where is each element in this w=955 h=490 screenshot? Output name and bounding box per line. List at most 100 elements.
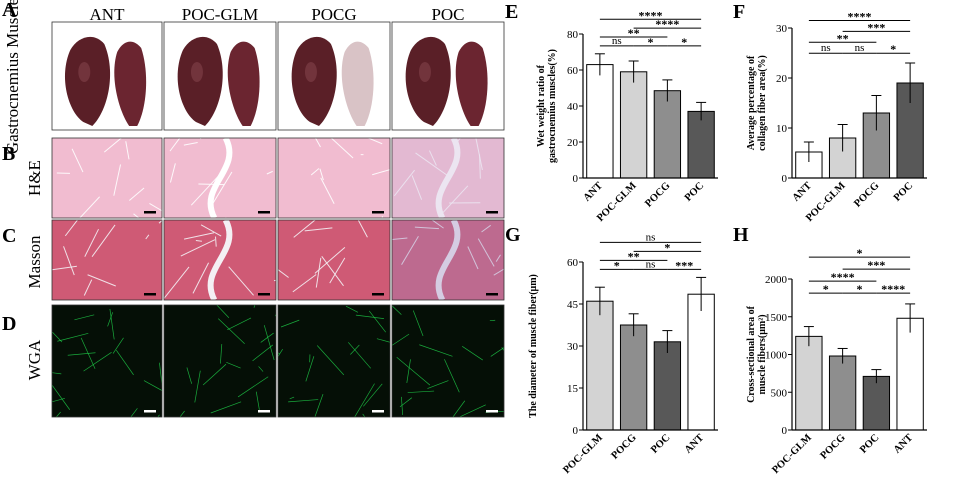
bar-poc-glm <box>796 336 822 430</box>
panel-label-c: C <box>2 225 16 247</box>
x-tick-label-poc-glm: POC-GLM <box>770 432 814 476</box>
x-tick-label-poc: POC <box>892 180 915 203</box>
masson-image-poc <box>377 204 528 300</box>
y-tick-label: 1500 <box>765 312 788 324</box>
x-tick-label-ant: ANT <box>892 432 915 455</box>
y-tick-label: 20 <box>567 137 579 149</box>
row-label-gastrocnemius-muscle: Gastrocnemius Muscle <box>3 0 22 154</box>
bar-poc-glm <box>587 301 613 430</box>
significance-label: * <box>823 282 829 296</box>
wga-image-ant <box>33 305 167 446</box>
significance-label: *** <box>675 258 693 272</box>
bar-poc <box>688 111 714 178</box>
fiber-boundary <box>37 412 61 439</box>
y-tick-label: 40 <box>567 101 579 113</box>
row-label-wga: WGA <box>25 339 44 380</box>
y-tick-label: 15 <box>567 383 579 395</box>
masson-image-pocg <box>264 209 390 300</box>
y-axis-label: Wet weight ratio ofgastrocnemius muscles… <box>536 49 558 163</box>
scale-bar <box>144 211 156 214</box>
significance-label: **** <box>639 8 663 22</box>
y-tick-label: 60 <box>567 65 579 77</box>
bar-ant <box>587 65 613 178</box>
x-tick-label-poc: POC <box>683 180 706 203</box>
bar-poc-glm <box>620 72 646 178</box>
fiber-boundary <box>215 237 216 247</box>
scale-bar <box>372 293 384 296</box>
wga-image-poc <box>380 302 513 434</box>
significance-label: *** <box>867 258 885 272</box>
significance-label: ns <box>821 42 831 54</box>
y-tick-label: 80 <box>567 29 579 41</box>
column-header-pocg: POCG <box>311 5 356 24</box>
y-tick-label: 60 <box>567 257 579 269</box>
y-tick-label: 0 <box>573 173 579 185</box>
x-tick-label-pocg: POCG <box>819 432 848 461</box>
scale-bar <box>258 211 270 214</box>
significance-label: **** <box>831 270 855 284</box>
significance-label: **** <box>881 282 905 296</box>
panel-label-g: G <box>505 224 521 246</box>
significance-label: * <box>681 35 687 49</box>
scale-bar <box>372 211 384 214</box>
panel-label-d: D <box>2 313 16 335</box>
muscle-highlight <box>419 62 431 82</box>
scale-bar <box>144 293 156 296</box>
y-tick-label: 500 <box>771 387 788 399</box>
muscle-image-poc <box>392 22 504 130</box>
x-tick-label-pocg: POCG <box>852 180 881 209</box>
bar-poc <box>863 376 889 430</box>
x-tick-label-pocg: POCG <box>610 432 639 461</box>
y-tick-label: 1000 <box>765 350 788 362</box>
panel-label-e: E <box>505 1 518 23</box>
muscle-highlight <box>78 62 90 82</box>
x-tick-label-pocg: POCG <box>643 180 672 209</box>
muscle-highlight <box>305 62 317 82</box>
bar-ant <box>897 318 923 430</box>
muscle-image-poc-glm <box>164 22 276 130</box>
x-tick-label-poc-glm: POC-GLM <box>561 432 605 476</box>
significance-label: ** <box>837 31 849 45</box>
x-tick-label-ant: ANT <box>683 432 706 455</box>
scale-bar <box>258 293 270 296</box>
column-header-ant: ANT <box>90 5 126 24</box>
y-tick-label: 45 <box>567 299 579 311</box>
y-tick-label: 20 <box>776 73 788 85</box>
he-image-poc <box>392 117 504 218</box>
panel-label-h: H <box>733 224 749 246</box>
bar-poc <box>654 342 680 430</box>
scale-bar <box>486 211 498 214</box>
significance-label: **** <box>848 10 872 24</box>
y-tick-label: 0 <box>782 173 788 185</box>
y-tick-label: 0 <box>782 425 788 437</box>
x-tick-label-poc: POC <box>858 432 881 455</box>
y-tick-label: 2000 <box>765 274 788 286</box>
y-tick-label: 0 <box>573 425 579 437</box>
significance-label: * <box>890 42 896 56</box>
scale-bar <box>258 410 270 413</box>
significance-label: * <box>857 282 863 296</box>
muscle-image-ant <box>52 22 162 130</box>
y-axis-label: The diameter of muscle fiber(μm) <box>528 274 539 418</box>
fiber-boundary <box>136 415 160 446</box>
bar-pocg <box>829 356 855 430</box>
muscle-highlight <box>191 62 203 82</box>
significance-label: * <box>857 246 863 260</box>
scale-bar <box>144 410 156 413</box>
column-header-poc: POC <box>431 5 464 24</box>
muscle-image-pocg <box>278 22 390 130</box>
significance-label: ns <box>855 42 865 54</box>
panel-label-f: F <box>733 1 745 23</box>
y-axis-label: Average percentage ofcollagen fiber area… <box>746 55 768 151</box>
y-tick-label: 10 <box>776 123 788 135</box>
scale-bar <box>372 410 384 413</box>
bar-pocg <box>620 325 646 430</box>
bar-pocg <box>654 91 680 178</box>
